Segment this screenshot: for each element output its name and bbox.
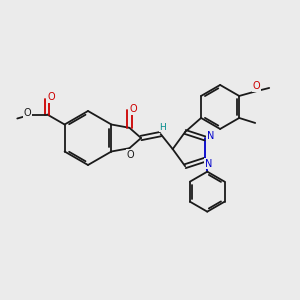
Text: N: N (207, 131, 214, 142)
Text: O: O (130, 104, 137, 114)
Text: O: O (127, 150, 134, 160)
Text: O: O (47, 92, 55, 103)
Text: O: O (23, 109, 31, 118)
Text: N: N (205, 159, 212, 169)
Text: H: H (159, 123, 166, 132)
Text: O: O (252, 81, 260, 91)
